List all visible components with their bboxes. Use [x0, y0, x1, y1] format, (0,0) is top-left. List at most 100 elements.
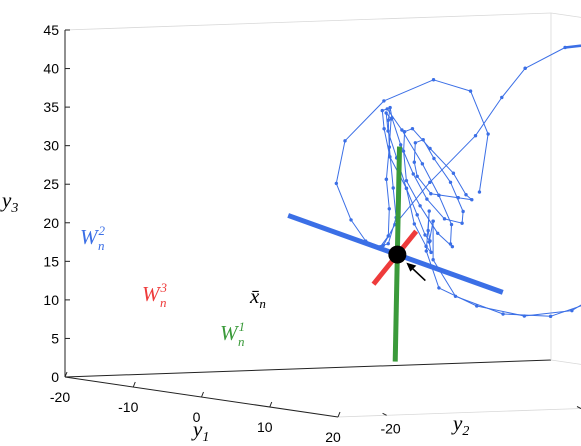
trajectory-point [386, 241, 390, 246]
trajectory-point [432, 156, 436, 161]
trajectory-point [389, 117, 393, 121]
trajectory-point [450, 244, 455, 249]
trajectory-point [448, 180, 453, 184]
trajectory-point [398, 143, 403, 147]
x-tick [337, 411, 341, 418]
trajectory-point [460, 221, 464, 225]
trajectory-point [428, 239, 432, 243]
trajectory-point [449, 222, 454, 227]
x-tick [201, 391, 204, 398]
trajectory-point [386, 129, 390, 133]
trajectory-point [477, 190, 482, 194]
trajectory-point [548, 314, 553, 319]
axes-edge [550, 359, 581, 365]
trajectory-point [570, 308, 574, 313]
trajectory-point [349, 218, 353, 222]
z-axis-ticks: 0 5 10 15 20 25 30 35 40 45 [43, 22, 70, 385]
trajectory-point [428, 146, 432, 151]
z-tick-label: 10 [43, 292, 59, 308]
trajectory-point [426, 228, 430, 233]
trajectory-point [415, 213, 419, 217]
point-xbar [388, 245, 426, 282]
x-tick-label: 10 [257, 419, 273, 435]
trajectory-point [456, 196, 460, 200]
y-axis-ticks: -20020 [380, 406, 581, 436]
x-axis-ticks: -20 -10 0 10 20 [50, 371, 341, 445]
xbar-arrowhead [406, 262, 417, 272]
x-tick-label: -20 [50, 389, 70, 405]
trajectory-point [431, 258, 435, 262]
trajectory-point [412, 222, 417, 226]
trajectory-point [429, 250, 433, 255]
label-w2: W2 n [80, 223, 106, 253]
trajectory-point [424, 249, 429, 253]
trajectory-point [420, 162, 425, 166]
y-axis-label: y2 [451, 411, 469, 439]
trajectory-point [387, 207, 391, 211]
z-tick-label: 35 [43, 99, 59, 115]
z-tick-label: 5 [51, 330, 59, 346]
trajectory-point [522, 314, 527, 318]
trajectory-segment [403, 128, 473, 248]
trajectory-point [428, 180, 432, 185]
trajectory-point [464, 192, 468, 197]
trajectory-point [404, 178, 409, 183]
z-tick-label: 15 [43, 253, 59, 269]
trajectory-point [523, 66, 527, 70]
axes-box-back [64, 12, 581, 418]
trajectory-point [380, 108, 384, 113]
trajectory-point [423, 233, 427, 237]
trajectory-segment [396, 157, 581, 317]
x-tick-label: 20 [325, 429, 341, 445]
trajectory-point [442, 217, 447, 221]
trajectory-point [385, 107, 389, 111]
trajectory-point [384, 111, 388, 115]
z-tick-label: 25 [43, 176, 59, 192]
trajectory-point [343, 139, 347, 143]
trajectory-point [448, 242, 453, 246]
z-tick-label: 45 [43, 22, 59, 38]
axes-edge [337, 408, 581, 418]
x-tick [64, 371, 68, 378]
x-tick-label: 0 [193, 409, 201, 425]
trajectory-point [451, 171, 456, 175]
x-tick-label: -10 [118, 399, 138, 415]
z-tick-label: 20 [43, 215, 59, 231]
x-tick [132, 381, 136, 388]
trajectory-point [401, 149, 406, 153]
trajectory-point [415, 174, 419, 178]
trajectory-point [431, 78, 436, 82]
trajectory-point [470, 198, 474, 202]
highlight-segment [564, 44, 581, 49]
z-tick-label: 0 [51, 369, 59, 385]
label-w3: W3 n [142, 280, 168, 310]
trajectory-point [429, 192, 433, 196]
trajectory-segment [335, 79, 489, 248]
trajectory-point [382, 99, 386, 103]
x-tick [269, 401, 273, 408]
y-tick-label: -20 [380, 420, 400, 436]
trajectory-point [468, 89, 473, 93]
axes-edge [64, 359, 552, 378]
label-xbar: x̄n [249, 284, 266, 311]
trajectory-point [431, 219, 435, 223]
trajectory-point [461, 209, 465, 214]
trajectory-segment [432, 45, 581, 317]
trajectory-point [413, 141, 418, 145]
axes-edge [64, 12, 552, 31]
z-axis-label: y3 [0, 188, 18, 216]
trajectory [334, 44, 581, 319]
trajectory-point [411, 172, 415, 176]
trajectory-point [427, 209, 431, 213]
trajectory-point [381, 243, 385, 248]
trajectory-point [501, 312, 505, 316]
trajectory-point [486, 132, 490, 136]
trajectory-point [412, 160, 417, 164]
trajectory-point [473, 134, 478, 138]
trajectory-point [418, 204, 422, 208]
trajectory-point [391, 186, 395, 190]
z-tick-label: 40 [43, 61, 59, 77]
trajectory-point [500, 95, 504, 100]
